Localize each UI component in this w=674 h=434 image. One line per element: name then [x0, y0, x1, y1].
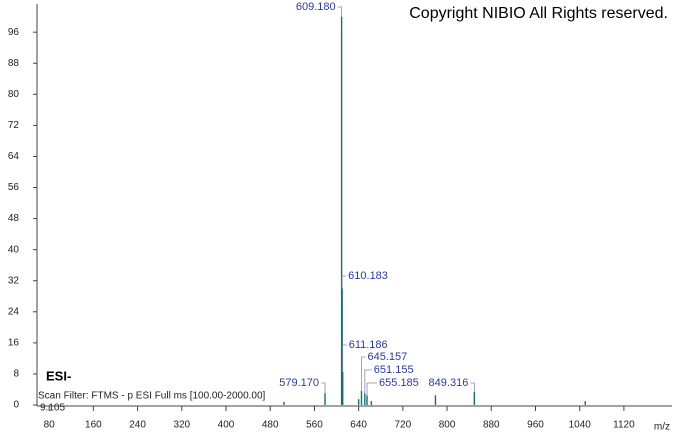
y-tick-label: 48 — [8, 213, 20, 224]
y-tick-label: 8 — [13, 369, 19, 380]
x-axis-label: m/z — [654, 422, 670, 433]
label-leader — [321, 382, 326, 394]
y-tick-label: 40 — [8, 244, 20, 255]
label-leader — [364, 369, 372, 394]
retention-time: 9.105 — [40, 403, 65, 414]
peak-label: 651.155 — [374, 364, 414, 376]
y-tick-label: 96 — [8, 27, 20, 38]
x-tick-label: 560 — [306, 420, 323, 431]
y-tick-label: 72 — [8, 120, 20, 131]
x-tick-label: 1120 — [613, 420, 635, 431]
peak-label: 655.185 — [379, 377, 419, 389]
x-tick-label: 880 — [483, 420, 500, 431]
peak-label: 611.186 — [349, 339, 388, 351]
x-tick-label: 160 — [85, 420, 102, 431]
x-tick-label: 1040 — [569, 420, 592, 431]
label-leader — [337, 6, 343, 17]
y-tick-label: 56 — [8, 182, 20, 193]
x-tick-label: 720 — [395, 420, 412, 431]
label-leader — [470, 382, 475, 392]
label-leader — [361, 356, 366, 392]
x-tick-label: 800 — [439, 420, 456, 431]
label-leader — [342, 344, 347, 372]
peak-label: 645.157 — [367, 351, 407, 363]
y-tick-label: 64 — [8, 151, 20, 162]
x-tick-label: 320 — [173, 420, 190, 431]
peak-label: 609.180 — [296, 1, 336, 13]
copyright: Copyright NIBIO All Rights reserved. — [409, 5, 668, 22]
x-tick-label: 960 — [527, 420, 544, 431]
y-tick-label: 0 — [13, 400, 19, 411]
y-tick-label: 80 — [8, 89, 20, 100]
label-leader — [366, 382, 378, 396]
y-tick-label: 32 — [8, 275, 20, 286]
label-leader — [341, 275, 347, 289]
x-tick-label: 240 — [129, 420, 146, 431]
y-tick-label: 24 — [8, 306, 20, 317]
y-tick-label: 88 — [8, 58, 20, 69]
y-tick-label: 16 — [8, 338, 20, 349]
peak-label: 579.170 — [279, 377, 319, 389]
x-tick-label: 400 — [218, 420, 235, 431]
x-tick-label: 80 — [44, 420, 56, 431]
ionization: ESI- — [46, 368, 71, 383]
x-tick-label: 640 — [350, 420, 367, 431]
x-tick-label: 480 — [262, 420, 279, 431]
scan-filter: Scan Filter: FTMS - p ESI Full ms [100.0… — [38, 391, 266, 402]
peak-label: 849.316 — [429, 377, 469, 389]
peak-label: 610.183 — [348, 270, 388, 282]
